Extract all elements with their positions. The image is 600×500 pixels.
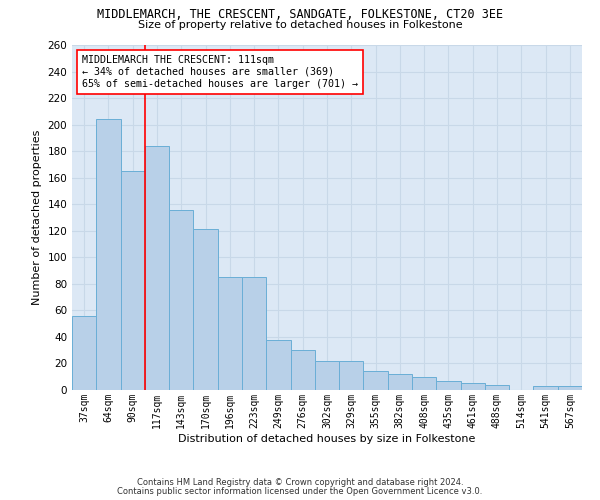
Bar bbox=[121, 171, 145, 390]
Text: MIDDLEMARCH, THE CRESCENT, SANDGATE, FOLKESTONE, CT20 3EE: MIDDLEMARCH, THE CRESCENT, SANDGATE, FOL… bbox=[97, 8, 503, 20]
Y-axis label: Number of detached properties: Number of detached properties bbox=[32, 130, 42, 305]
Bar bbox=[72, 316, 96, 390]
Bar bbox=[315, 361, 339, 390]
Bar bbox=[169, 210, 193, 390]
Bar bbox=[436, 380, 461, 390]
Text: Contains HM Land Registry data © Crown copyright and database right 2024.: Contains HM Land Registry data © Crown c… bbox=[137, 478, 463, 487]
Bar bbox=[96, 120, 121, 390]
Bar bbox=[485, 384, 509, 390]
Bar bbox=[193, 230, 218, 390]
Bar bbox=[364, 372, 388, 390]
Text: MIDDLEMARCH THE CRESCENT: 111sqm
← 34% of detached houses are smaller (369)
65% : MIDDLEMARCH THE CRESCENT: 111sqm ← 34% o… bbox=[82, 56, 358, 88]
Bar bbox=[461, 384, 485, 390]
Bar bbox=[339, 361, 364, 390]
Bar bbox=[412, 376, 436, 390]
Bar bbox=[290, 350, 315, 390]
Text: Size of property relative to detached houses in Folkestone: Size of property relative to detached ho… bbox=[137, 20, 463, 30]
Bar bbox=[242, 277, 266, 390]
Text: Contains public sector information licensed under the Open Government Licence v3: Contains public sector information licen… bbox=[118, 486, 482, 496]
Bar bbox=[558, 386, 582, 390]
Bar bbox=[388, 374, 412, 390]
Bar bbox=[218, 277, 242, 390]
X-axis label: Distribution of detached houses by size in Folkestone: Distribution of detached houses by size … bbox=[178, 434, 476, 444]
Bar bbox=[266, 340, 290, 390]
Bar bbox=[145, 146, 169, 390]
Bar bbox=[533, 386, 558, 390]
